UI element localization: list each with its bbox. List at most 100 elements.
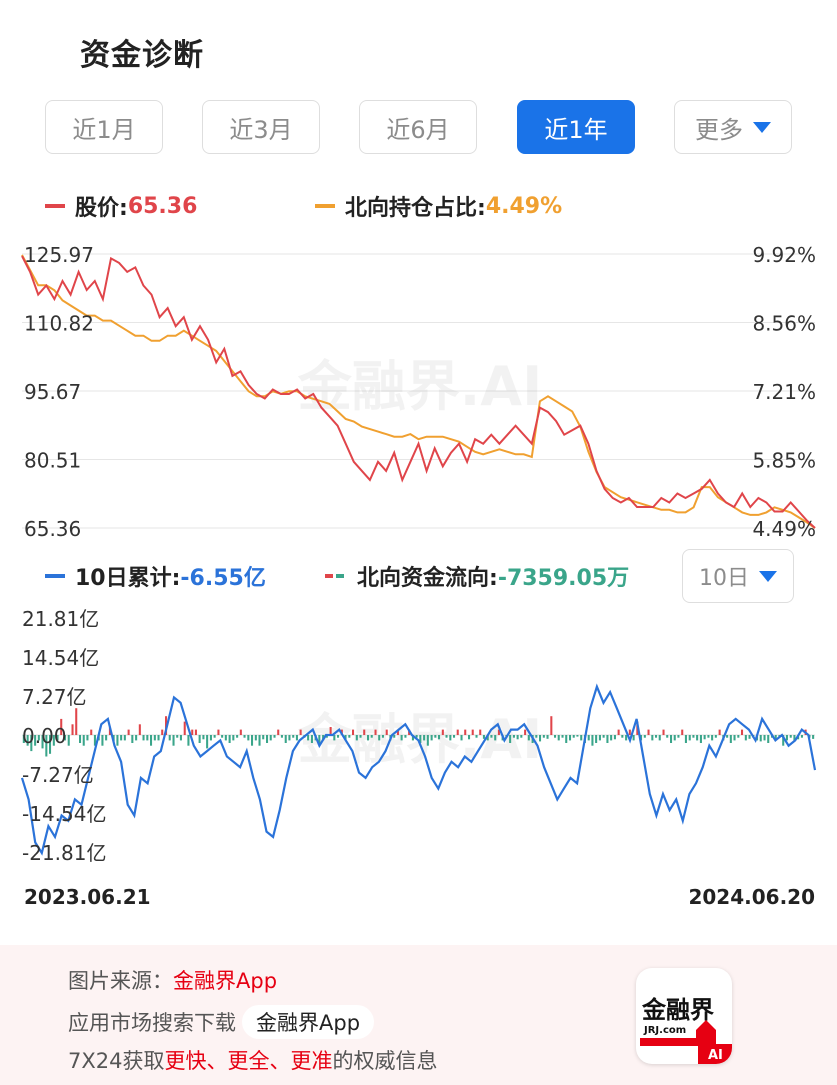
period-select[interactable]: 10日 — [682, 549, 794, 603]
flow-bar — [176, 735, 179, 738]
legend-price-swatch — [45, 204, 65, 208]
flow-bar — [793, 735, 796, 741]
legend-flow-swatch — [325, 574, 347, 578]
flow-bar — [243, 735, 246, 738]
flow-bar — [456, 729, 459, 735]
flow-bar — [576, 735, 579, 737]
flow-bar — [67, 735, 70, 746]
legend-price: 股价: 65.36 — [45, 190, 197, 222]
flow-bar — [49, 735, 52, 754]
flow-bar — [355, 735, 358, 741]
tab-1-month[interactable]: 近1月 — [45, 100, 163, 154]
right-axis-tick: 5.85% — [752, 449, 816, 473]
flow-bar — [602, 735, 605, 738]
flow-bar — [812, 735, 815, 739]
legend-cumulative-swatch — [45, 574, 65, 578]
flow-bar — [471, 729, 474, 735]
right-axis-tick: 4.49% — [752, 517, 816, 541]
flow-bar — [621, 735, 624, 738]
flow-bar — [741, 729, 744, 735]
flow-bar — [236, 735, 239, 738]
start-date: 2023.06.21 — [24, 885, 151, 909]
source-line: 图片来源：金融界App — [68, 965, 277, 995]
flow-bar — [378, 735, 381, 741]
tab-3-months[interactable]: 近3月 — [202, 100, 320, 154]
download-app-pill[interactable]: 金融界App — [242, 1005, 375, 1039]
flow-bar — [153, 735, 156, 741]
flow-bar — [516, 735, 519, 740]
period-tabs: 近1月 近3月 近6月 近1年 更多 — [45, 100, 795, 156]
tab-6-months[interactable]: 近6月 — [359, 100, 477, 154]
flow-bar — [288, 735, 291, 741]
flow-bar — [550, 716, 553, 735]
flow-bar — [688, 735, 691, 741]
flow-bar — [393, 735, 396, 738]
flow-bar — [183, 721, 186, 735]
flow-bar — [737, 735, 740, 738]
flow-bar — [729, 735, 732, 743]
flow-bar — [557, 735, 560, 741]
source-label: 图片来源： — [68, 969, 173, 993]
slogan-b: 更快、更全、更准 — [164, 1049, 333, 1073]
legend-cumulative-value: -6.55亿 — [180, 566, 266, 591]
flow-bar — [239, 729, 242, 735]
flow-bar — [348, 735, 351, 738]
flow-bar — [352, 729, 355, 735]
price-ratio-chart: 金融界.AI 125.97 9.92% 110.82 8.56% 95.67 7.21% 8… — [21, 243, 816, 541]
flow-bar — [460, 735, 463, 741]
flow-bar — [539, 735, 542, 742]
flow-bar — [479, 729, 482, 735]
y-axis-tick: 21.81亿 — [22, 607, 99, 631]
flow-bar — [90, 729, 93, 735]
legend-ratio: 北向持仓占比: 4.49% — [315, 190, 562, 222]
flow-bar — [482, 735, 485, 739]
watermark: 金融界.AI — [297, 355, 542, 418]
select-triangle-icon — [759, 570, 777, 582]
app-logo[interactable]: 金融界 JRJ.com AI — [636, 968, 732, 1064]
flow-bar — [254, 735, 257, 741]
flow-bar — [86, 735, 89, 741]
flow-bar — [449, 735, 452, 741]
flow-bar — [64, 735, 67, 741]
tab-more[interactable]: 更多 — [674, 100, 792, 154]
flow-bar — [262, 735, 265, 740]
flow-bar — [591, 735, 594, 746]
flow-bar — [359, 735, 362, 738]
flow-bar — [628, 729, 631, 735]
flow-bar — [542, 735, 545, 738]
app-logo-icon: 金融界 JRJ.com AI — [640, 996, 732, 1064]
flow-bar — [30, 735, 33, 752]
flow-bar — [759, 735, 762, 742]
flow-bar — [744, 735, 747, 741]
flow-bar — [266, 735, 269, 743]
flow-bar — [610, 735, 613, 741]
flow-bar — [696, 735, 699, 741]
flow-bar — [441, 729, 444, 735]
flow-bar — [120, 735, 123, 741]
legend-ratio-label: 北向持仓占比: — [345, 196, 486, 221]
flow-bar — [468, 735, 471, 740]
flow-bar — [684, 735, 687, 743]
dropdown-triangle-icon — [753, 121, 771, 133]
y-axis-tick: 7.27亿 — [22, 685, 87, 709]
price-series-line — [21, 255, 816, 529]
flow-bar — [438, 735, 441, 740]
flow-bar — [344, 735, 347, 741]
flow-bar — [464, 729, 467, 735]
period-select-label: 10日 — [699, 566, 749, 591]
tab-1-year[interactable]: 近1年 — [517, 100, 635, 154]
flow-bar — [52, 735, 55, 746]
flow-bar — [625, 735, 628, 741]
flow-bar — [381, 735, 384, 738]
flow-bar — [217, 729, 220, 735]
y-axis-tick: 0.00 — [22, 724, 67, 748]
flow-bar — [666, 735, 669, 738]
legend-ratio-value: 4.49% — [485, 193, 563, 219]
flow-bar — [655, 735, 658, 738]
flow-bar — [475, 735, 478, 738]
flow-bar — [662, 729, 665, 735]
flow-bar — [640, 735, 643, 741]
left-axis-tick: 110.82 — [24, 312, 94, 336]
flow-bar — [168, 735, 171, 741]
flow-bar — [295, 735, 298, 741]
